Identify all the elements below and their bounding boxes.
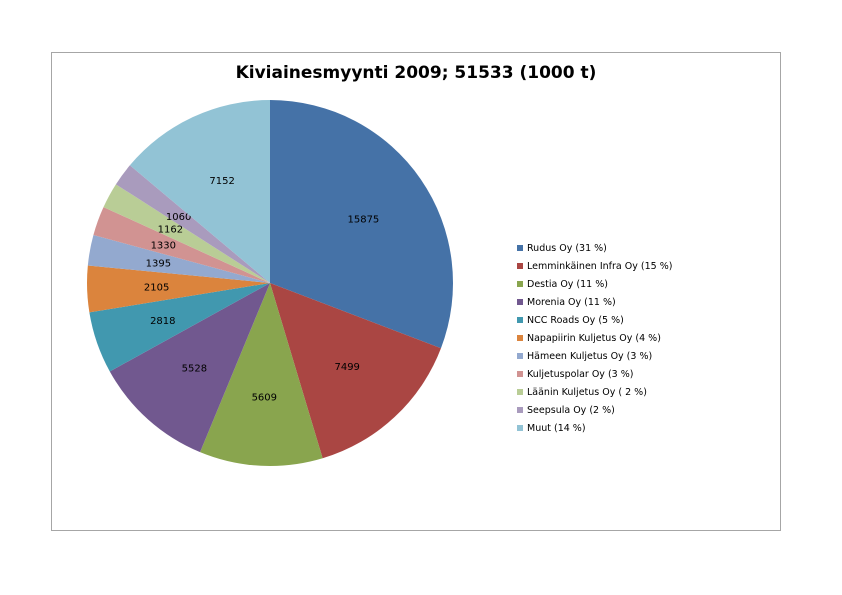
legend-label: Muut (14 %)	[527, 422, 586, 434]
slice-data-label: 7152	[209, 176, 234, 187]
slice-data-label: 1395	[146, 259, 171, 270]
legend-label: Hämeen Kuljetus Oy (3 %)	[527, 350, 653, 362]
pie-slice	[87, 234, 270, 283]
legend-label: Destia Oy (11 %)	[527, 278, 608, 290]
chart-title: Kiviainesmyynti 2009; 51533 (1000 t)	[235, 63, 597, 83]
legend-swatch	[517, 335, 523, 341]
legend-label: Kuljetuspolar Oy (3 %)	[527, 368, 634, 380]
legend-swatch	[517, 245, 523, 251]
pie-slice	[129, 100, 270, 283]
legend-item: NCC Roads Oy (5 %)	[517, 311, 672, 329]
legend-label: Napapiirin Kuljetus Oy (4 %)	[527, 332, 661, 344]
legend-swatch	[517, 299, 523, 305]
legend-swatch	[517, 353, 523, 359]
pie-slice	[115, 165, 270, 283]
legend-item: Seepsula Oy (2 %)	[517, 401, 672, 419]
legend-item: Hämeen Kuljetus Oy (3 %)	[517, 347, 672, 365]
slice-data-label: 7499	[334, 362, 359, 373]
legend-item: Muut (14 %)	[517, 419, 672, 437]
legend-label: NCC Roads Oy (5 %)	[527, 314, 624, 326]
legend-item: Destia Oy (11 %)	[517, 275, 672, 293]
pie-slice	[87, 265, 270, 313]
slice-data-label: 5609	[252, 392, 277, 403]
pie-slice	[93, 207, 270, 283]
slice-data-label: 1330	[151, 240, 176, 251]
legend-label: Läänin Kuljetus Oy ( 2 %)	[527, 386, 647, 398]
pie-chart: 15875 7499 5609 5528 2818 2105 1395 1330 1162 106…	[87, 100, 453, 467]
legend-swatch	[517, 263, 523, 269]
legend-swatch	[517, 317, 523, 323]
legend-item: Morenia Oy (11 %)	[517, 293, 672, 311]
legend-swatch	[517, 281, 523, 287]
legend-swatch	[517, 389, 523, 395]
legend-swatch	[517, 371, 523, 377]
pie-slice	[270, 100, 453, 349]
pie-slice	[103, 184, 270, 283]
slice-data-label: 1162	[158, 225, 183, 236]
legend-item: Kuljetuspolar Oy (3 %)	[517, 365, 672, 383]
legend: Rudus Oy (31 %) Lemminkäinen Infra Oy (15…	[517, 239, 672, 437]
slice-data-label: 2818	[150, 316, 175, 327]
legend-item: Napapiirin Kuljetus Oy (4 %)	[517, 329, 672, 347]
legend-swatch	[517, 407, 523, 413]
slice-data-label: 5528	[182, 364, 207, 375]
slice-data-label: 15875	[347, 215, 379, 226]
legend-swatch	[517, 425, 523, 431]
pie-slice	[109, 283, 270, 453]
legend-item: Läänin Kuljetus Oy ( 2 %)	[517, 383, 672, 401]
legend-label: Lemminkäinen Infra Oy (15 %)	[527, 260, 673, 272]
pie-slice	[200, 283, 323, 467]
legend-label: Rudus Oy (31 %)	[527, 242, 607, 254]
pie-slice	[270, 283, 441, 459]
chart-area: Kiviainesmyynti 2009; 51533 (1000 t) 158…	[51, 52, 781, 531]
slice-data-label: 1060	[166, 212, 191, 223]
legend-label: Morenia Oy (11 %)	[527, 296, 616, 308]
pie-slice	[89, 283, 270, 372]
legend-item: Lemminkäinen Infra Oy (15 %)	[517, 257, 672, 275]
legend-item: Rudus Oy (31 %)	[517, 239, 672, 257]
slice-data-label: 2105	[144, 283, 169, 294]
legend-label: Seepsula Oy (2 %)	[527, 404, 615, 416]
